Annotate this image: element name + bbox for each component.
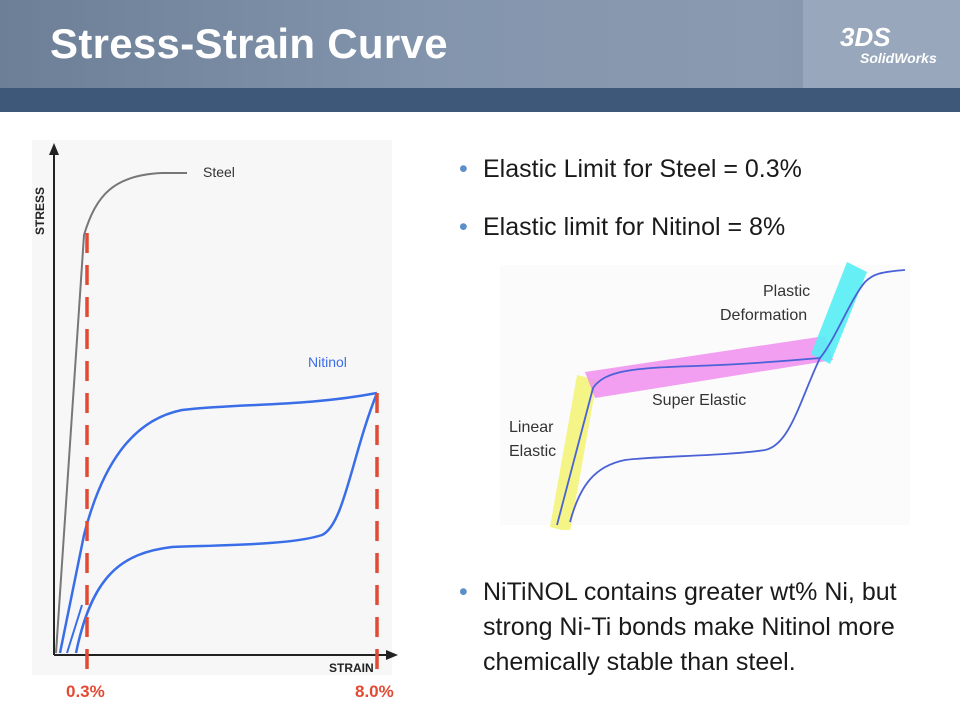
logo-box <box>803 0 960 88</box>
bullet-dot-icon: • <box>459 578 468 606</box>
linear-label-line1: Linear <box>509 419 554 436</box>
bullet-item: • Elastic limit for Nitinol = 8% <box>459 210 786 245</box>
plastic-label-line2: Deformation <box>720 307 807 324</box>
bullet-dot-icon: • <box>459 213 468 241</box>
x-axis-arrow <box>386 650 398 660</box>
bullet-item: • NiTiNOL contains greater wt% Ni, but s… <box>459 575 938 680</box>
diagram-unloading-curve <box>569 357 821 523</box>
steel-curve <box>55 172 187 654</box>
plastic-deformation-band <box>811 262 867 364</box>
nitinol-label: Nitinol <box>308 354 347 370</box>
bullet-item: • Elastic Limit for Steel = 0.3% <box>459 152 802 187</box>
slide-title: Stress-Strain Curve <box>50 20 448 67</box>
diagram-loading-curve <box>556 269 906 526</box>
superelastic-diagram: Plastic Deformation Super Elastic Linear… <box>500 262 910 530</box>
slide-header <box>0 0 960 88</box>
nitinol-upper-inner <box>66 604 83 654</box>
marker-label-right: 8.0% <box>355 682 394 701</box>
x-axis-label: STRAIN <box>329 661 374 675</box>
linear-label-line2: Elastic <box>509 443 556 460</box>
super-elastic-label: Super Elastic <box>652 392 746 409</box>
super-elastic-band <box>585 336 833 398</box>
plastic-label-line1: Plastic <box>763 283 810 300</box>
stress-strain-chart: STRESS STRAIN Steel Nitinol <box>32 140 398 675</box>
nitinol-loading-curve <box>58 391 378 654</box>
marker-label-left: 0.3% <box>66 682 105 701</box>
y-axis-label: STRESS <box>33 187 47 235</box>
solidworks-logo-text: SolidWorks <box>860 50 937 66</box>
bullet-text: Elastic Limit for Steel = 0.3% <box>483 155 802 183</box>
bullet-text: Elastic limit for Nitinol = 8% <box>483 213 786 241</box>
y-axis-arrow <box>49 143 59 155</box>
linear-elastic-band <box>550 375 597 530</box>
nitinol-unloading-curve <box>74 392 379 654</box>
steel-label: Steel <box>203 164 235 180</box>
ds-logo-icon: 3DS <box>840 22 891 52</box>
header-stripe <box>0 88 960 112</box>
bullet-dot-icon: • <box>459 155 468 183</box>
bullet-text: NiTiNOL contains greater wt% Ni, but str… <box>483 578 897 676</box>
